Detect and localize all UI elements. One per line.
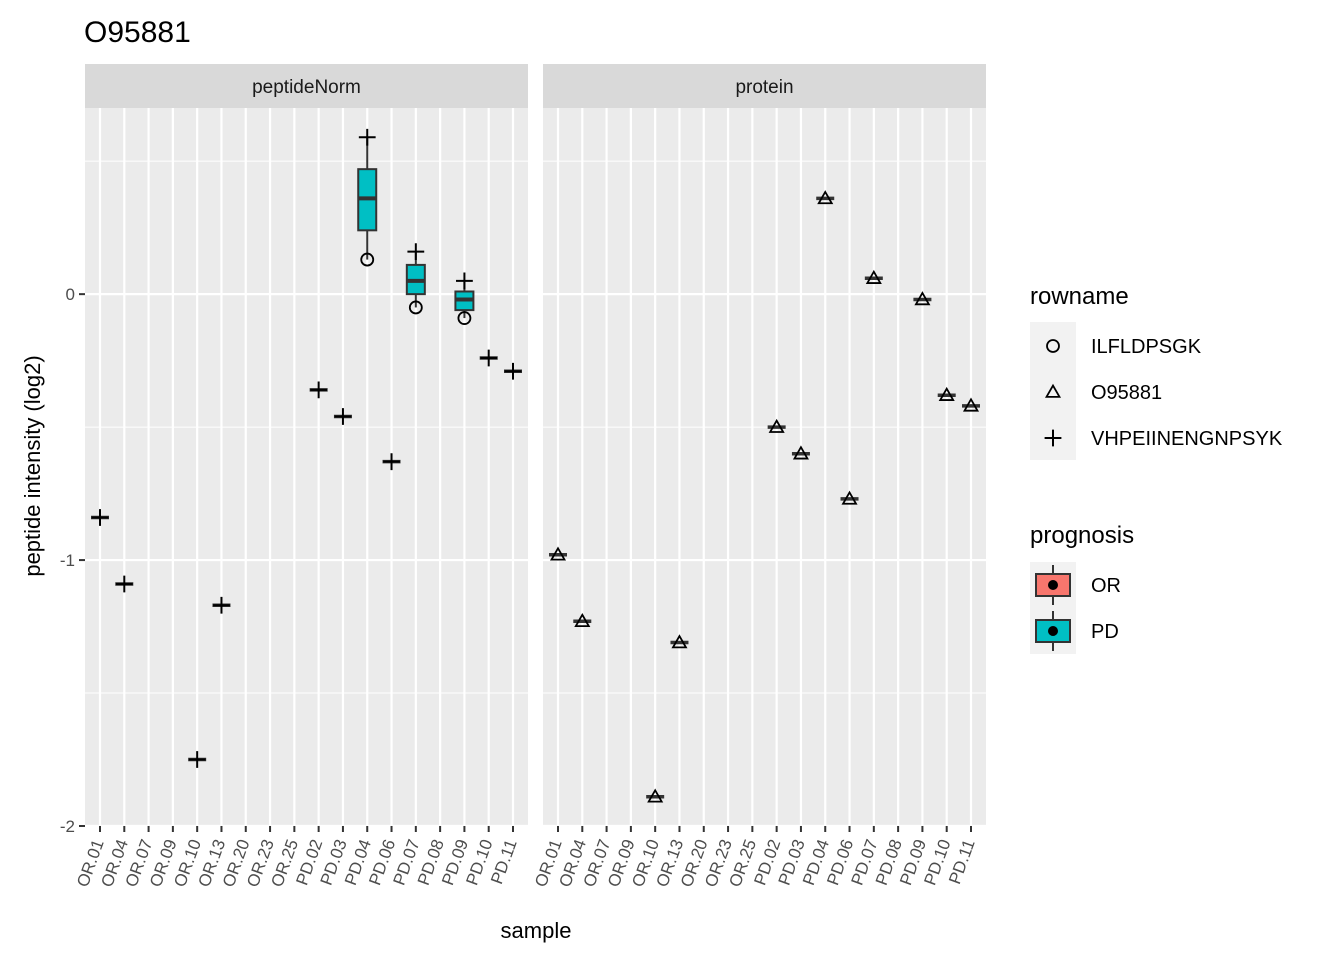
legend-key-dot	[1048, 580, 1058, 590]
facet-strip	[85, 64, 528, 108]
y-tick-label: 0	[66, 285, 75, 304]
data-point	[115, 575, 133, 593]
facet-panel-protein: proteinOR.01OR.04OR.07OR.09OR.10OR.13OR.…	[531, 64, 986, 890]
facet-strip-label: protein	[735, 77, 793, 98]
facet-strip	[543, 64, 986, 108]
data-point	[334, 408, 352, 425]
data-point	[91, 509, 109, 526]
data-point	[360, 252, 375, 267]
legend-label: O95881	[1091, 382, 1162, 404]
legend-key-dot	[1048, 626, 1058, 636]
data-point	[480, 349, 498, 367]
legend-label: VHPEIINENGNPSYK	[1091, 428, 1283, 450]
facet-panels: peptideNormOR.01OR.04OR.07OR.09OR.10OR.1…	[60, 64, 986, 890]
legend-item: O95881	[1044, 382, 1162, 404]
data-point	[914, 291, 931, 306]
legend: rowname ILFLDPSGK O95881 VHPEIINENGNPSYK pro…	[1030, 283, 1283, 654]
y-tick-label: -1	[60, 551, 75, 570]
legend-label: OR	[1091, 575, 1121, 597]
data-point	[456, 272, 473, 290]
panel-background	[543, 108, 986, 826]
facet-strip-label: peptideNorm	[252, 77, 361, 98]
legend-label: PD	[1091, 621, 1119, 643]
data-point	[408, 300, 423, 315]
panel-background	[85, 108, 528, 826]
data-point	[647, 788, 664, 803]
legend-item: ILFLDPSGK	[1046, 336, 1202, 358]
legend-key-triangle	[1044, 383, 1062, 398]
data-point	[358, 128, 376, 146]
data-point	[383, 453, 400, 471]
data-point	[213, 596, 230, 614]
y-tick-label: -2	[60, 817, 75, 836]
legend-key-plus	[1044, 429, 1062, 447]
data-point	[792, 445, 809, 460]
legend-item: PD	[1035, 611, 1119, 651]
chart-title: O95881	[84, 16, 191, 49]
y-axis-title: peptide intensity (log2)	[20, 355, 45, 576]
data-point	[504, 362, 522, 380]
legend-item: OR	[1035, 565, 1121, 605]
legend-label: ILFLDPSGK	[1091, 336, 1202, 358]
data-point	[574, 612, 591, 627]
data-point	[671, 634, 688, 649]
data-point	[457, 311, 472, 325]
data-point	[407, 243, 425, 260]
legend-key-circle	[1046, 339, 1060, 353]
x-axis-title: sample	[501, 918, 572, 943]
data-point	[310, 381, 328, 399]
data-point	[188, 751, 206, 768]
legend-title-prognosis: prognosis	[1030, 522, 1134, 549]
data-point	[938, 386, 955, 401]
data-point	[768, 418, 785, 433]
data-point	[817, 190, 834, 205]
data-point	[841, 490, 858, 505]
data-point	[865, 269, 882, 284]
legend-item: VHPEIINENGNPSYK	[1044, 428, 1283, 450]
data-point	[549, 546, 567, 561]
facet-panel-peptideNorm: peptideNormOR.01OR.04OR.07OR.09OR.10OR.1…	[60, 64, 528, 890]
legend-title-rowname: rowname	[1030, 283, 1129, 310]
data-point	[962, 397, 980, 412]
